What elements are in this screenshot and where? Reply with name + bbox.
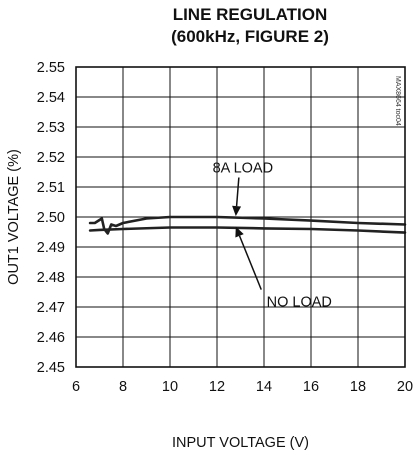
series-line-8a-load	[88, 215, 407, 235]
x-tick-label: 8	[119, 379, 127, 395]
y-tick-label: 2.46	[37, 330, 65, 346]
x-tick-label: 12	[209, 379, 225, 395]
y-tick-label: 2.51	[37, 180, 65, 196]
y-axis-label: OUT1 VOLTAGE (%)	[6, 149, 22, 285]
x-tick-label: 18	[350, 379, 366, 395]
y-tick-label: 2.53	[37, 120, 65, 136]
tick-label-group: 6 8 10 12 14 16 18 20 2.55 2.54 2.53 2.52 2.51 2.50 2.…	[37, 60, 413, 395]
y-tick-label: 2.45	[37, 360, 65, 376]
x-tick-label: 16	[303, 379, 319, 395]
chart-subtitle: (600kHz, FIGURE 2)	[171, 27, 329, 46]
x-tick-label: 10	[162, 379, 178, 395]
x-tick-label: 14	[256, 379, 272, 395]
no-load-annotation-label: NO LOAD	[267, 295, 332, 311]
y-tick-label: 2.54	[37, 90, 65, 106]
chart-watermark: MAX8664 toc04	[394, 76, 401, 126]
y-tick-label: 2.52	[37, 150, 65, 166]
series-group	[88, 215, 407, 235]
x-axis-label: INPUT VOLTAGE (V)	[172, 435, 309, 451]
y-tick-label: 2.55	[37, 60, 65, 76]
chart-title: LINE REGULATION	[173, 5, 328, 24]
y-tick-label: 2.49	[37, 240, 65, 256]
y-tick-label: 2.48	[37, 270, 65, 286]
plot-frame	[75, 66, 406, 368]
x-tick-label: 6	[72, 379, 80, 395]
annotation-group: 8A LOAD NO LOAD	[213, 161, 332, 311]
grid-group	[76, 67, 405, 367]
series-line-no-load	[88, 226, 407, 234]
y-tick-label: 2.50	[37, 210, 65, 226]
y-tick-label: 2.47	[37, 300, 65, 316]
8a-load-leader-line	[235, 177, 240, 207]
8a-load-arrow-head	[232, 205, 242, 217]
x-tick-label: 20	[397, 379, 413, 395]
8a-load-annotation-label: 8A LOAD	[213, 161, 273, 177]
no-load-leader-line	[238, 235, 262, 290]
no-load-arrow-head	[235, 226, 244, 238]
